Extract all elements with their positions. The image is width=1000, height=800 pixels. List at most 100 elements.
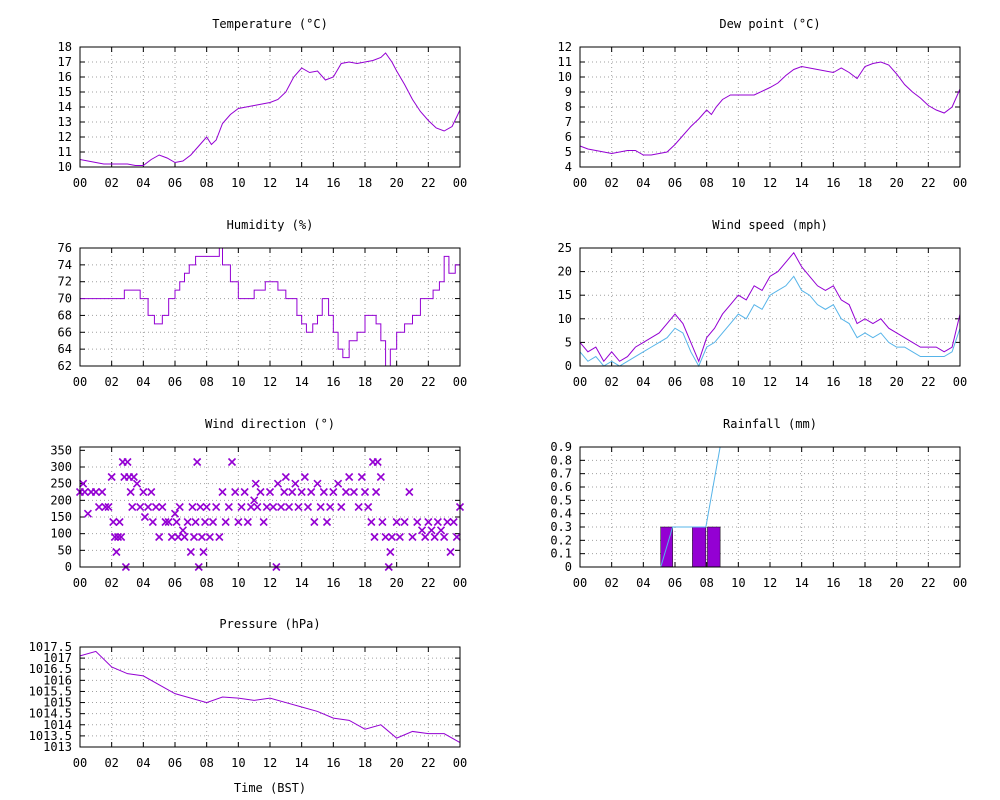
wind-direction-point [104, 502, 113, 512]
wind-direction-point [161, 517, 170, 527]
y-tick-label: 1017 [43, 651, 72, 665]
wind-direction-point [367, 517, 376, 527]
wind-direction-point [440, 532, 449, 542]
wind-direction-point [250, 496, 259, 505]
wind-direction-point [188, 502, 197, 512]
y-tick-label: 100 [50, 527, 72, 541]
wind-direction-point [191, 517, 200, 527]
x-tick-label: 02 [104, 756, 118, 770]
wind-direction-point [180, 532, 189, 542]
wind-direction-point [251, 479, 260, 488]
x-tick-label: 18 [358, 576, 372, 590]
wind-direction-point [109, 517, 118, 527]
wind-direction-point [281, 472, 290, 482]
wind-direction-point [107, 472, 116, 482]
wind-direction-point [277, 502, 286, 512]
rainfall-title: Rainfall (mm) [723, 417, 817, 431]
pressure-series-line [79, 650, 461, 743]
rainfall-bar [692, 526, 707, 568]
wind-direction-point [151, 502, 161, 512]
humidity-plot-frame [79, 247, 461, 367]
wind-direction-point [386, 547, 395, 557]
humidity-title: Humidity (%) [227, 218, 314, 232]
x-tick-label: 02 [604, 375, 618, 389]
humidity-series-line [80, 247, 461, 367]
wind-direction-point [237, 502, 246, 512]
y-tick-label: 14 [58, 100, 72, 114]
wind-direction-point [246, 502, 256, 512]
wind-speed-title: Wind speed (mph) [712, 218, 828, 232]
x-tick-label: 00 [953, 176, 967, 190]
x-tick-label: 18 [858, 176, 872, 190]
x-tick-label: 04 [136, 176, 150, 190]
wind-direction-point [387, 532, 396, 542]
wind-direction-point [243, 517, 252, 527]
wind-direction-point [199, 547, 208, 557]
wind-direction-point [147, 487, 156, 497]
wind-direction-point [115, 517, 124, 527]
x-tick-label: 00 [73, 576, 87, 590]
x-tick-label: 10 [731, 576, 745, 590]
wind-direction-point [417, 526, 427, 535]
x-tick-label: 14 [294, 176, 308, 190]
x-tick-label: 08 [199, 576, 213, 590]
wind-direction-point [329, 487, 338, 497]
wind-direction-point [349, 487, 358, 497]
wind-direction-point [378, 517, 387, 527]
wind-direction-point [381, 532, 390, 542]
x-tick-label: 04 [636, 375, 650, 389]
y-tick-label: 350 [50, 443, 72, 457]
wind-direction-point [148, 517, 157, 527]
y-tick-label: 62 [58, 359, 72, 373]
wind-direction-point [269, 502, 278, 512]
x-tick-label: 10 [231, 576, 245, 590]
wind-direction-point [364, 502, 373, 512]
x-tick-label: 16 [826, 375, 840, 389]
wind-direction-point [395, 532, 404, 542]
x-tick-label: 00 [453, 576, 467, 590]
y-tick-label: 5 [565, 335, 572, 349]
y-tick-label: 25 [558, 241, 572, 255]
wind-direction-chart: Wind direction (°) 0 50 100 150 200 250 300 350 0… [50, 417, 467, 590]
x-tick-label: 22 [921, 375, 935, 389]
y-tick-label: 0.9 [550, 440, 572, 454]
y-tick-label: 300 [50, 460, 72, 474]
wind-direction-point [144, 502, 153, 512]
y-tick-label: 1017.5 [29, 640, 72, 654]
y-tick-label: 1015.5 [29, 684, 72, 698]
wind-direction-point [427, 526, 436, 535]
x-tick-label: 08 [199, 375, 213, 389]
pressure-chart: Pressure (hPa)10131013.510141014.5101510… [29, 617, 468, 795]
wind-direction-point [139, 487, 148, 497]
wind-direction-point [360, 487, 370, 497]
wind-direction-point [98, 487, 107, 497]
y-tick-label: 10 [558, 70, 572, 84]
y-tick-label: 11 [558, 55, 572, 69]
x-tick-label: 18 [858, 576, 872, 590]
x-tick-label: 00 [953, 576, 967, 590]
y-tick-label: 9 [565, 85, 572, 99]
x-tick-label: 12 [263, 176, 277, 190]
y-tick-label: 5 [565, 145, 572, 159]
y-tick-label: 1013.5 [29, 729, 72, 743]
wind-direction-point [319, 487, 328, 497]
y-tick-label: 10 [58, 160, 72, 174]
y-tick-label: 15 [558, 288, 572, 302]
wind-direction-point [186, 547, 195, 557]
wind-direction-point [189, 532, 199, 542]
x-tick-label: 12 [263, 375, 277, 389]
x-tick-label: 12 [263, 756, 277, 770]
wind-direction-point [183, 517, 192, 527]
x-tick-label: 16 [326, 756, 340, 770]
x-tick-label: 16 [826, 176, 840, 190]
x-tick-label: 00 [73, 176, 87, 190]
x-tick-label: 04 [136, 375, 150, 389]
y-tick-label: 6 [565, 130, 572, 144]
wind-direction-title: Wind direction (°) [205, 417, 335, 431]
wind-direction-point [80, 487, 89, 497]
y-tick-label: 0 [65, 560, 72, 574]
wind-direction-point [256, 487, 265, 497]
rainfall-bar [707, 526, 721, 568]
